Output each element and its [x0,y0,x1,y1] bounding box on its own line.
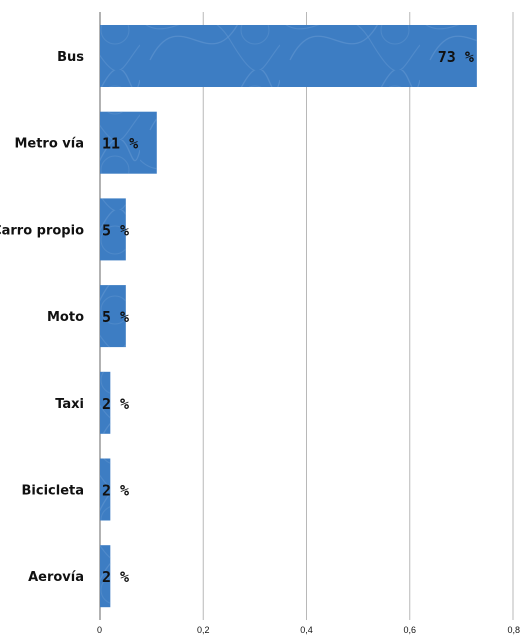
value-label-6: 2 % [102,568,129,586]
bar-pattern-3 [100,285,126,348]
value-label-5: 2 % [102,482,129,500]
bar-pattern-5 [100,458,111,521]
category-label-1: Metro vía [14,137,84,152]
gridlines [99,12,514,620]
bar-pattern-6 [100,545,111,608]
x-tick-label-4: 0,8 [507,625,520,635]
bar-pattern-4 [100,371,111,434]
value-label-2: 5 % [102,221,129,239]
value-label-1: 11 % [102,135,138,153]
bar-pattern-0 [100,25,477,87]
category-label-4: Taxi [55,397,84,412]
labels: Bus 73 % Metro vía 11 % Carro propio 5 % Moto 5… [0,48,474,586]
x-axis-ticks: 0 0,2 0,4 0,6 0,8 [97,625,520,635]
bar-pattern-1 [100,111,157,174]
category-label-0: Bus [57,50,84,65]
value-label-0: 73 % [438,48,474,66]
x-tick-label-3: 0,6 [403,625,416,635]
bars [100,25,477,608]
value-label-3: 5 % [102,308,129,326]
category-label-3: Moto [47,310,84,325]
x-tick-label-2: 0,4 [300,625,313,635]
value-label-4: 2 % [102,395,129,413]
x-tick-label-0: 0 [97,625,102,635]
category-label-2: Carro propio [0,223,84,238]
x-tick-label-1: 0,2 [197,625,210,635]
category-label-5: Bicicleta [22,484,85,499]
bar-pattern-2 [100,198,126,261]
category-label-6: Aerovía [28,570,84,585]
